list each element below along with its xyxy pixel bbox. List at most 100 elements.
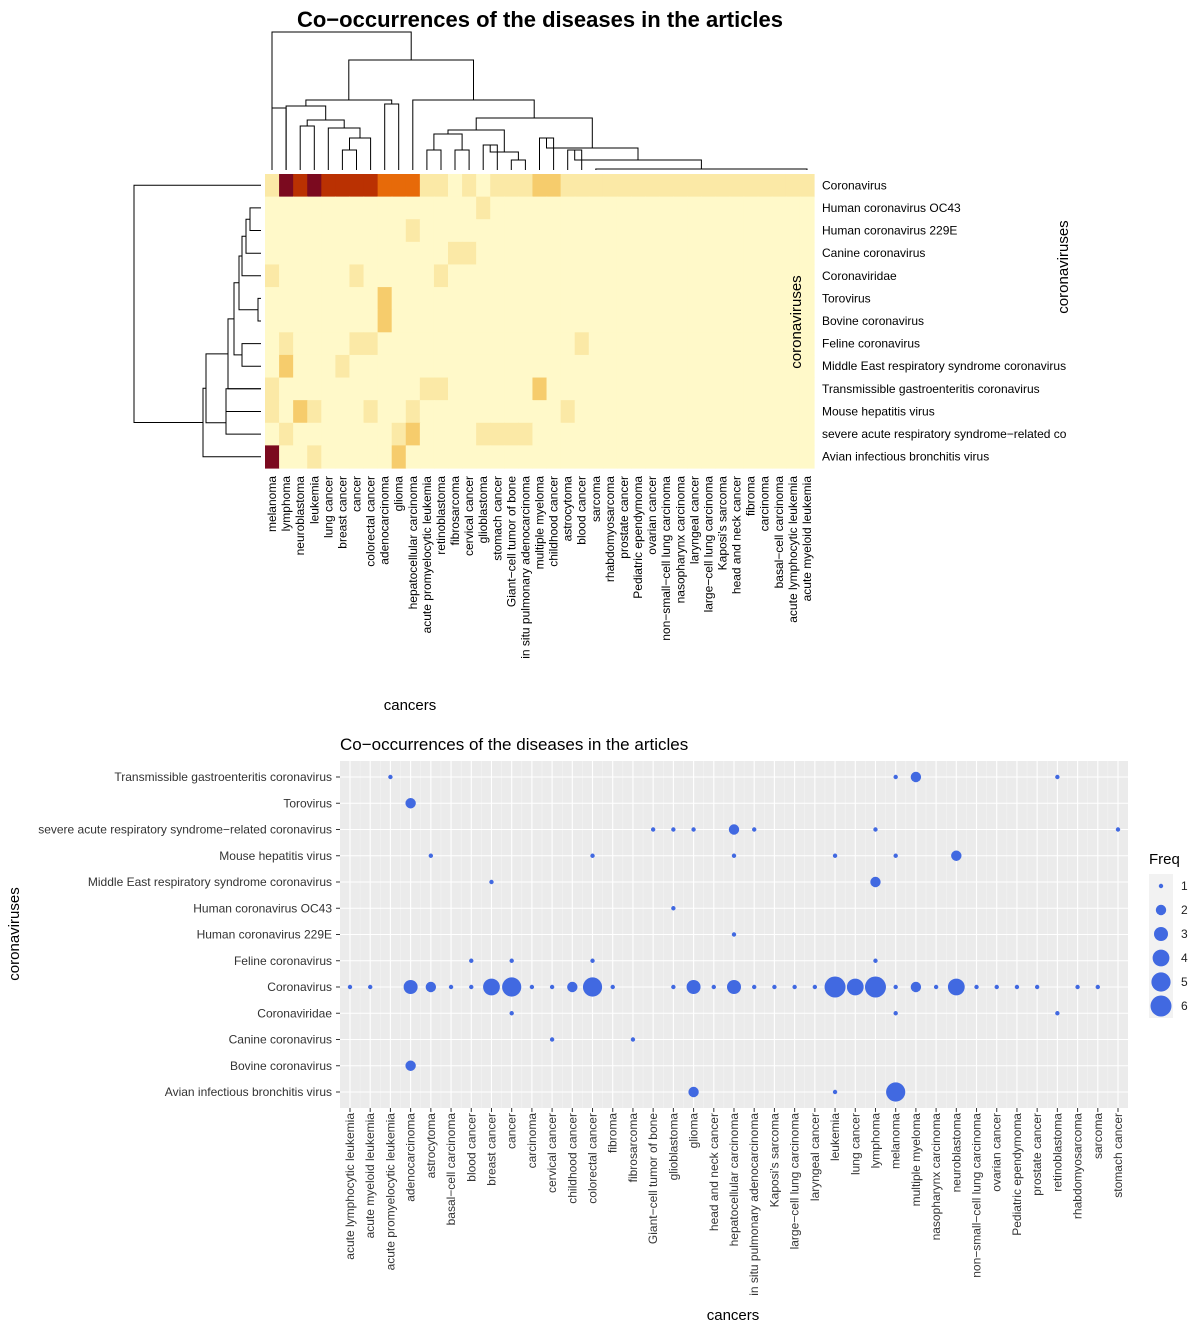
heat-cell [518,264,534,288]
heat-cell [490,422,505,446]
dendro-branch [305,99,393,106]
heat-cell [448,332,463,356]
heat-cell [659,264,674,288]
heat-cell [307,332,322,356]
heat-cell [349,174,365,198]
heat-cell [504,422,519,446]
heat-cell [574,196,590,220]
heat-cell [321,377,336,401]
heat-cell [433,400,449,424]
heat-cell [785,332,801,356]
heat-cell [602,400,618,424]
column-dendrogram [271,31,808,170]
bubble-x-label: colorectal cancer [586,1113,600,1204]
bubble-x-label: acute promyelocytic leukemia [383,1113,397,1271]
heat-cell [673,354,688,379]
heat-cell [433,332,449,356]
heat-cell [321,445,336,469]
heat-cell [631,174,646,198]
bubble-y-label: Torovirus [283,796,332,810]
heat-cell [729,354,745,379]
heat-cell [293,309,308,333]
heat-cell [293,174,308,198]
heat-cell [419,287,435,311]
heat-cell [743,332,759,356]
heat-cell [433,264,449,288]
heat-cell [462,309,477,333]
heatmap-col-label: sarcoma [589,476,603,522]
dendro-branch [426,149,442,170]
heat-cell [433,174,449,198]
bubble-x-label: lymphoma [868,1113,882,1169]
bubble-point [388,774,393,780]
heat-cell [602,354,618,379]
heat-cell [419,400,435,424]
heat-cell [279,332,294,356]
bubble-y-label: Mouse hepatitis virus [219,849,332,863]
heatmap-col-label: lymphoma [279,476,293,532]
heat-cell [785,287,801,311]
heatmap-col-label: colorectal cancer [364,476,378,567]
heat-cell [490,241,505,266]
heat-cell [265,309,280,333]
heat-cell [743,400,759,424]
heat-cell [448,309,463,333]
bubble-point [1055,774,1060,780]
heat-cell [490,174,505,198]
bubble-x-label: breast cancer [484,1113,498,1186]
heat-cell [645,196,660,220]
heat-cell [771,241,787,266]
heat-cell [419,264,435,288]
heat-cell [405,196,421,220]
heat-cell [701,219,717,243]
heat-cell [785,377,801,401]
heat-cell [405,241,421,266]
heat-cell [391,241,407,266]
heat-cell [335,264,351,288]
dendro-branch [271,107,287,170]
heat-cell [771,354,787,379]
heat-cell [504,445,519,469]
heat-cell [307,354,322,379]
heatmap-col-label: melanoma [265,476,279,532]
bubble-point [368,984,373,990]
heat-cell [729,264,745,288]
bubble-point [728,824,740,835]
heat-cell [391,309,407,333]
heat-cell [307,287,322,311]
heat-cell [518,196,534,220]
heat-cell [659,400,674,424]
heat-cell [602,422,618,446]
heat-cell [799,219,815,243]
heat-cell [757,309,773,333]
bubble-point [893,853,898,858]
bubble-x-label: neuroblastoma [949,1113,963,1193]
heatmap-xlabel: cancers [384,697,437,714]
heat-cell [518,400,534,424]
heat-cell [588,196,604,220]
heat-cell [743,196,759,220]
heat-cell [279,264,294,288]
heat-cell [771,309,787,333]
heat-cell [293,241,308,266]
heat-cell [588,332,604,356]
heatmap-col-label: retinoblastoma [434,476,448,555]
heat-cell [335,422,351,446]
bubble-point [686,980,701,994]
heat-cell [335,354,351,379]
heat-cell [560,196,576,220]
bubble-point [671,827,676,832]
heat-cell [490,377,505,401]
bubble-point [590,853,595,858]
heat-cell [645,400,660,424]
heat-cell [785,264,801,288]
heat-cell [391,174,407,198]
heat-cell [363,332,379,356]
heat-cell [433,422,449,446]
heat-cell [673,400,688,424]
heat-cell [757,445,773,469]
bubble-point [469,958,474,963]
heat-cell [532,354,548,379]
heat-cell [293,332,308,356]
